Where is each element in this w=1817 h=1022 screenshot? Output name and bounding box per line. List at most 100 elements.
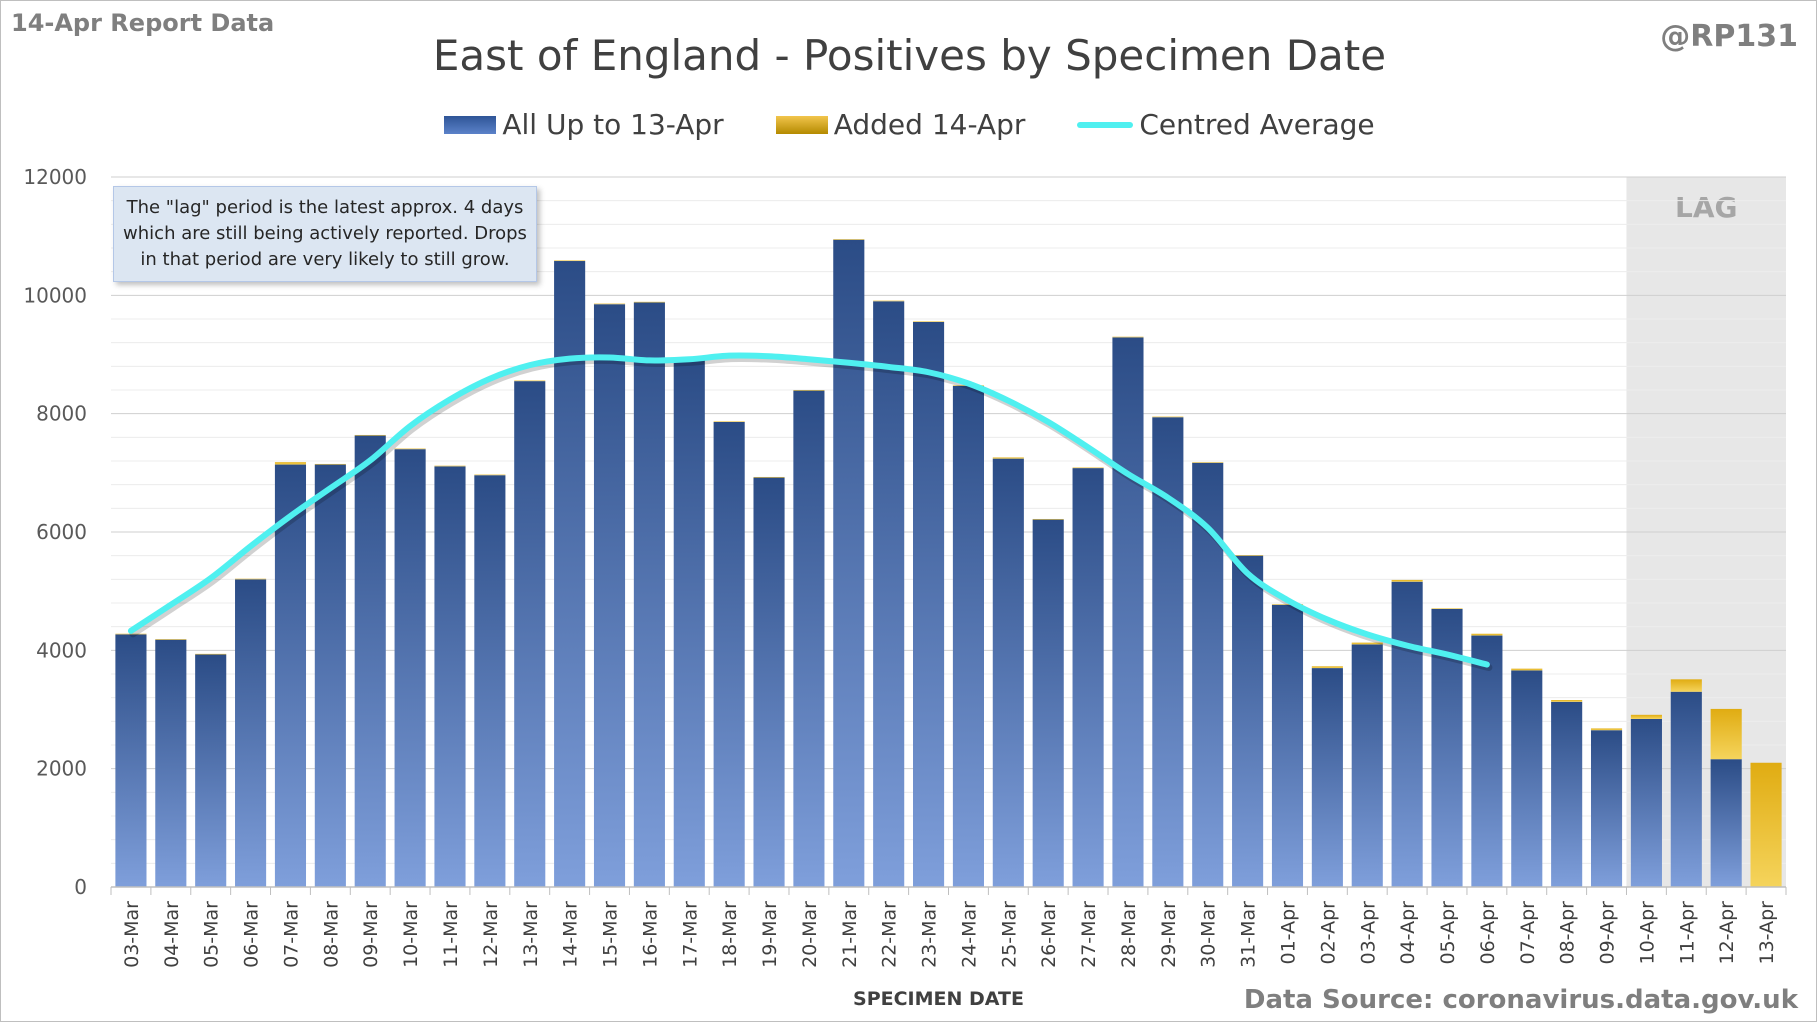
bar-added [235,578,267,580]
y-tick-label: 8000 [36,402,87,426]
bar-added [514,380,546,382]
bar-added [274,462,307,465]
lag-explanation-callout: The "lag" period is the latest approx. 4… [113,186,537,282]
x-tick-label: 04-Apr [1397,901,1419,965]
bar-added [1670,679,1702,692]
bar-added [1311,666,1343,669]
bar-all-up-to [354,435,386,887]
bar-all-up-to [1112,337,1144,887]
x-tick-label: 13-Apr [1756,901,1778,965]
x-tick-label: 20-Mar [799,901,821,968]
x-tick-label: 01-Apr [1277,901,1299,965]
callout-line: The "lag" period is the latest approx. 4… [126,197,524,218]
legend-item-centred-average: Centred Average [1077,108,1375,141]
x-tick-label: 11-Apr [1676,901,1698,965]
bar-added [593,303,626,305]
bar-all-up-to [314,464,346,887]
x-tick-label: 22-Mar [879,901,901,968]
bar-all-up-to [1271,604,1304,887]
callout-line: which are still being actively reported.… [123,223,527,244]
x-tick-label: 07-Apr [1517,901,1539,965]
bar-all-up-to [235,579,267,887]
legend-item-all-up-to: All Up to 13-Apr [444,108,724,141]
bar-all-up-to [1351,644,1383,887]
bar-added [793,390,825,391]
x-tick-label: 27-Mar [1078,901,1100,968]
bar-all-up-to [1511,670,1543,887]
x-tick-label: 14-Mar [560,901,582,968]
x-tick-label: 12-Apr [1716,901,1738,965]
bar-added [633,301,665,303]
x-axis-title: SPECIMEN DATE [853,988,1024,1010]
legend-swatch-line [1077,121,1134,128]
x-tick-label: 09-Mar [360,901,382,968]
bar-added [1471,633,1503,636]
bar-all-up-to [833,239,865,887]
bar-added [1152,416,1184,418]
bar-added [1112,336,1144,338]
bar-added [1710,708,1742,760]
chart-title: East of England - Positives by Specimen … [432,31,1387,80]
bar-all-up-to [115,634,147,887]
y-tick-label: 2000 [36,757,87,781]
bar-all-up-to [1072,468,1104,887]
bar-all-up-to [793,390,825,887]
x-tick-label: 10-Mar [400,901,422,968]
x-tick-label: 06-Apr [1477,901,1499,965]
x-tick-label: 03-Mar [121,901,143,968]
bar-added [394,448,426,450]
x-tick-label: 05-Mar [201,901,223,968]
x-tick-label: 28-Mar [1118,901,1140,968]
bar-all-up-to [1232,555,1264,887]
bar-all-up-to [1032,519,1064,887]
bar-added [1271,604,1304,605]
bar-all-up-to [992,458,1024,887]
bar-all-up-to [394,449,426,887]
bar-all-up-to [1471,635,1503,887]
bar-all-up-to [952,385,984,887]
x-tick-label: 02-Apr [1317,901,1339,965]
x-tick-label: 26-Mar [1038,901,1060,968]
x-tick-label: 07-Mar [280,901,302,968]
legend-item-added: Added 14-Apr [775,108,1026,141]
bar-added [913,321,945,322]
bar-added [753,476,785,478]
bar-all-up-to [514,381,546,887]
bar-added [1192,462,1224,463]
author-handle: @RP131 [1660,19,1798,54]
bar-added [1351,642,1383,645]
bar-all-up-to [713,421,745,887]
x-tick-label: 29-Mar [1158,901,1180,968]
bar-added [1551,700,1583,702]
bar-added [713,421,745,422]
bar-all-up-to [633,302,665,887]
callout-line: in that period are very likely to still … [140,249,510,270]
bar-added [474,474,506,476]
x-tick-label: 24-Mar [958,901,980,968]
bar-added [434,465,466,467]
bar-added [1511,668,1543,671]
bar-all-up-to [155,639,187,887]
bar-added [354,434,386,436]
chart-legend: All Up to 13-Apr Added 14-Apr Centred Av… [1,108,1817,141]
bar-added [554,260,586,262]
bar-all-up-to [1192,462,1224,887]
x-tick-label: 31-Mar [1238,901,1260,968]
bar-added [155,639,187,640]
bar-added [314,463,346,465]
bar-all-up-to [1391,581,1423,887]
legend-label: Added 14-Apr [833,108,1026,141]
x-tick-label: 04-Mar [161,901,183,968]
bar-all-up-to [913,321,945,887]
x-tick-label: 06-Mar [241,901,263,968]
bar-added [1032,518,1064,520]
x-tick-label: 19-Mar [759,901,781,968]
x-tick-label: 11-Mar [440,901,462,968]
x-tick-label: 12-Mar [480,901,502,968]
x-tick-label: 10-Apr [1636,901,1658,965]
centred-average-line [127,352,1490,668]
bar-added [1072,467,1104,469]
x-tick-label: 08-Apr [1557,901,1579,965]
x-tick-label: 23-Mar [919,901,941,968]
